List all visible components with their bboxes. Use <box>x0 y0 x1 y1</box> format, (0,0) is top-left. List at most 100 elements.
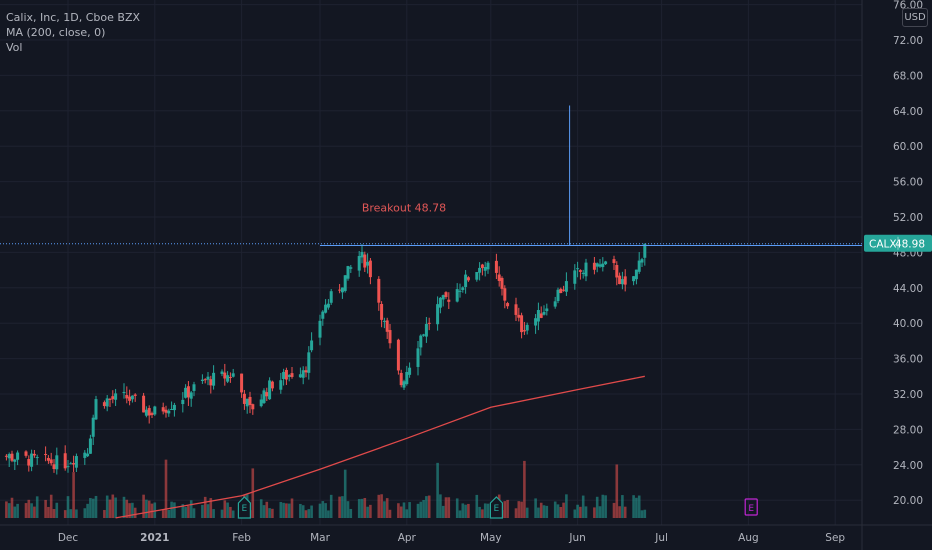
candle-body <box>581 272 585 275</box>
candle-body <box>4 455 8 457</box>
volume-bar <box>91 498 95 518</box>
volume-bar <box>327 510 330 518</box>
volume-bar <box>377 494 381 518</box>
volume-bar <box>290 498 294 518</box>
candle-body <box>74 456 78 468</box>
candle-body <box>578 270 582 272</box>
volume-bar <box>206 504 210 518</box>
candle-body <box>102 402 106 407</box>
candle-body <box>114 393 118 400</box>
volume-bar <box>357 499 361 518</box>
volume-bar <box>184 507 187 518</box>
time-axis-label: May <box>480 532 502 544</box>
candle-body <box>466 277 470 281</box>
volume-bar <box>388 509 392 518</box>
candle-body <box>427 322 431 324</box>
candle-body <box>245 398 249 407</box>
volume-bar <box>220 509 224 518</box>
volume-bar <box>537 507 540 518</box>
candle-body <box>304 370 308 373</box>
volume-bar <box>47 506 50 518</box>
volume-bar <box>581 495 585 518</box>
volume-bar <box>416 503 420 518</box>
volume-bar <box>483 503 487 518</box>
volume-bar <box>229 506 232 518</box>
volume-bar <box>111 494 115 518</box>
candle-body <box>368 260 372 278</box>
candle-body <box>130 395 134 400</box>
volume-bar <box>542 505 546 518</box>
candle-body <box>259 399 263 407</box>
volume-bar <box>383 501 386 518</box>
candle-body <box>363 254 367 268</box>
candle-body <box>522 330 526 332</box>
volume-bar <box>173 502 176 518</box>
earnings-marker-icon[interactable] <box>744 498 758 516</box>
candle-body <box>251 404 255 410</box>
volume-bar <box>265 501 269 518</box>
candle-body <box>279 380 283 390</box>
candle-body <box>419 335 423 348</box>
candle-body <box>634 269 638 280</box>
volume-bar <box>318 503 322 518</box>
volume-indicator-label[interactable]: Vol <box>6 41 23 54</box>
volume-bar <box>310 505 313 518</box>
candle-body <box>27 459 31 466</box>
candle-body <box>424 323 428 337</box>
candle-body <box>192 384 196 391</box>
candle-body <box>478 267 482 273</box>
candle-body <box>290 373 294 377</box>
candle-body <box>35 457 39 459</box>
candle-body <box>366 261 370 266</box>
candle-body <box>592 262 596 270</box>
volume-bar <box>562 502 565 518</box>
candle-body <box>506 303 510 307</box>
candle-body <box>584 262 588 277</box>
candle-body <box>66 466 70 468</box>
volume-bar <box>30 503 33 518</box>
candle-body <box>209 379 213 386</box>
candle-body <box>441 295 445 300</box>
candle-body <box>170 409 174 411</box>
volume-bar <box>481 509 484 518</box>
candle-body <box>248 396 252 405</box>
candle-body <box>539 313 543 318</box>
volume-bar <box>105 495 109 518</box>
symbol-title[interactable]: Calix, Inc, 1D, Cboe BZX <box>6 11 141 24</box>
breakout-annotation[interactable]: Breakout 48.78 <box>362 202 446 215</box>
candle-body <box>144 409 148 416</box>
candle-body <box>324 304 328 313</box>
volume-bar <box>271 508 274 518</box>
candle-body <box>623 276 627 285</box>
volume-bar <box>514 508 518 518</box>
candle-body <box>564 281 568 292</box>
volume-bar <box>86 503 89 518</box>
earnings-marker-icon[interactable] <box>489 496 503 519</box>
candle-body <box>321 311 325 319</box>
volume-bar <box>366 506 369 518</box>
volume-bar <box>142 494 145 518</box>
ma-indicator-label[interactable]: MA (200, close, 0) <box>6 26 106 39</box>
time-axis-label: Feb <box>232 532 251 544</box>
price-axis-label: 36.00 <box>893 354 923 366</box>
volume-bar <box>125 499 129 518</box>
volume-bar <box>534 498 537 518</box>
currency-button[interactable]: USD <box>902 8 928 27</box>
time-axis-label: Jul <box>654 532 668 544</box>
candle-body <box>147 408 151 416</box>
volume-bar <box>153 502 157 518</box>
candle-body <box>338 289 342 291</box>
candle-body <box>128 396 132 401</box>
volume-bar <box>553 501 557 518</box>
candle-body <box>503 288 507 301</box>
ma-200-line[interactable] <box>115 375 645 519</box>
volume-bar <box>128 503 131 518</box>
volume-bar <box>285 503 288 518</box>
candle-body <box>86 453 90 457</box>
price-axis-label: 64.00 <box>893 106 923 118</box>
volume-bar <box>444 497 448 518</box>
earnings-marker-icon[interactable] <box>237 496 251 519</box>
volume-bar <box>422 499 425 518</box>
volume-bar <box>427 495 431 518</box>
